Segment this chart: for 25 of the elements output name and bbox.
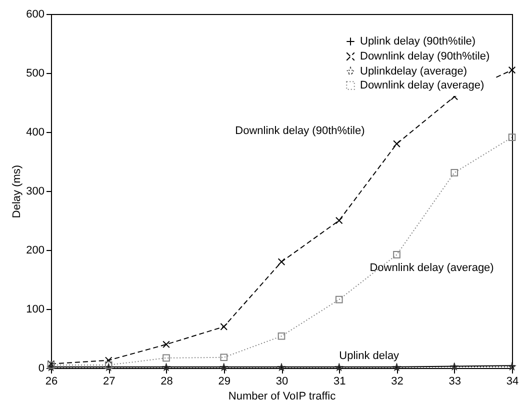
x-tick-label: 34 (506, 376, 519, 388)
y-tick-label: 0 (38, 362, 44, 374)
y-tick-label: 200 (26, 244, 44, 256)
x-tick-label: 31 (334, 376, 346, 388)
y-tick-label: 500 (26, 68, 44, 80)
y-tick-label: 600 (26, 8, 44, 20)
x-tick-label: 29 (218, 376, 230, 388)
annotation: Uplink delay (339, 350, 400, 362)
legend-label: Downlink delay (average) (360, 80, 484, 92)
legend-label: Uplink delay (90th%tile) (360, 36, 476, 48)
y-axis-title: Delay (ms) (11, 164, 24, 218)
x-tick-label: 30 (276, 376, 288, 388)
x-tick-label: 27 (103, 376, 116, 388)
x-tick-label: 26 (45, 376, 58, 388)
legend-label: Downlink delay (90th%tile) (360, 50, 490, 62)
x-tick-label: 28 (160, 376, 173, 388)
annotation: Downlink delay (90th%tile) (235, 124, 365, 137)
legend-label: Uplinkdelay (average) (360, 66, 467, 78)
y-tick-label: 100 (26, 304, 44, 316)
y-tick-label: 400 (26, 126, 44, 138)
x-tick-label: 32 (391, 376, 404, 388)
x-axis-title: Number of VoIP traffic (228, 390, 336, 402)
y-tick-label: 300 (26, 186, 44, 198)
x-tick-label: 33 (448, 376, 461, 388)
annotation: Downlink delay (average) (370, 262, 494, 274)
